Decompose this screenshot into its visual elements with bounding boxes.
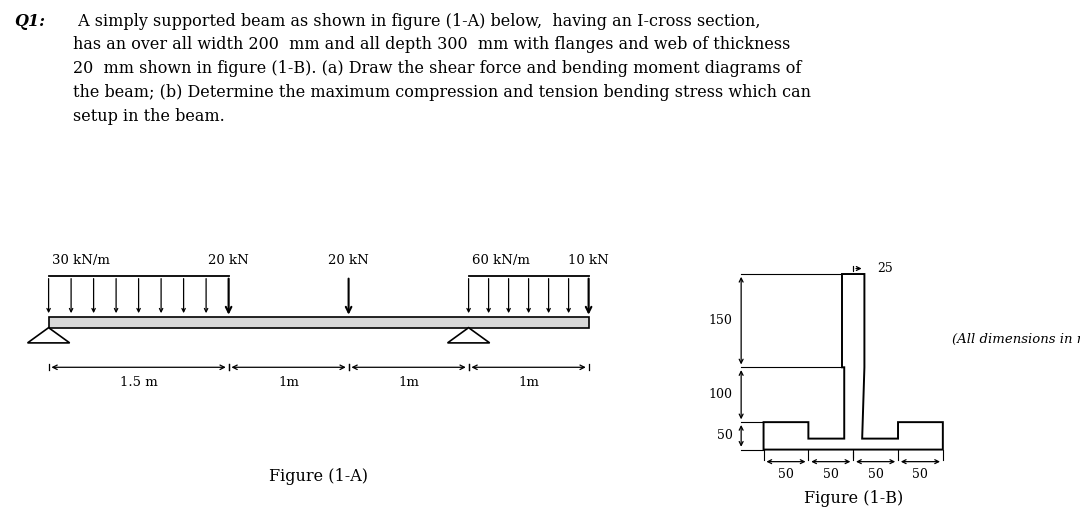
Text: 10 kN: 10 kN <box>568 253 609 267</box>
Text: Figure (1-A): Figure (1-A) <box>269 468 368 485</box>
Text: Figure (1-B): Figure (1-B) <box>804 490 903 506</box>
Text: 1m: 1m <box>279 376 299 390</box>
Polygon shape <box>764 274 943 450</box>
Text: 20 kN: 20 kN <box>328 253 369 267</box>
Text: 1m: 1m <box>518 376 539 390</box>
Polygon shape <box>447 328 489 343</box>
Text: 150: 150 <box>708 314 732 327</box>
Text: 20 kN: 20 kN <box>208 253 249 267</box>
Text: 100: 100 <box>708 388 732 401</box>
Text: 50: 50 <box>913 468 929 481</box>
Text: 60 kN/m: 60 kN/m <box>472 253 529 267</box>
Text: Q1:: Q1: <box>14 13 45 29</box>
Bar <box>49 318 589 328</box>
Text: (All dimensions in mm): (All dimensions in mm) <box>951 333 1080 346</box>
Text: A simply supported beam as shown in figure (1-A) below,  having an I-cross secti: A simply supported beam as shown in figu… <box>73 13 811 125</box>
Text: 50: 50 <box>867 468 883 481</box>
Text: 25: 25 <box>877 262 893 275</box>
Polygon shape <box>28 328 69 343</box>
Text: 50: 50 <box>778 468 794 481</box>
Text: 50: 50 <box>717 429 732 442</box>
Text: 50: 50 <box>823 468 839 481</box>
Text: 30 kN/m: 30 kN/m <box>52 253 110 267</box>
Text: 1.5 m: 1.5 m <box>120 376 158 390</box>
Text: 1m: 1m <box>399 376 419 390</box>
